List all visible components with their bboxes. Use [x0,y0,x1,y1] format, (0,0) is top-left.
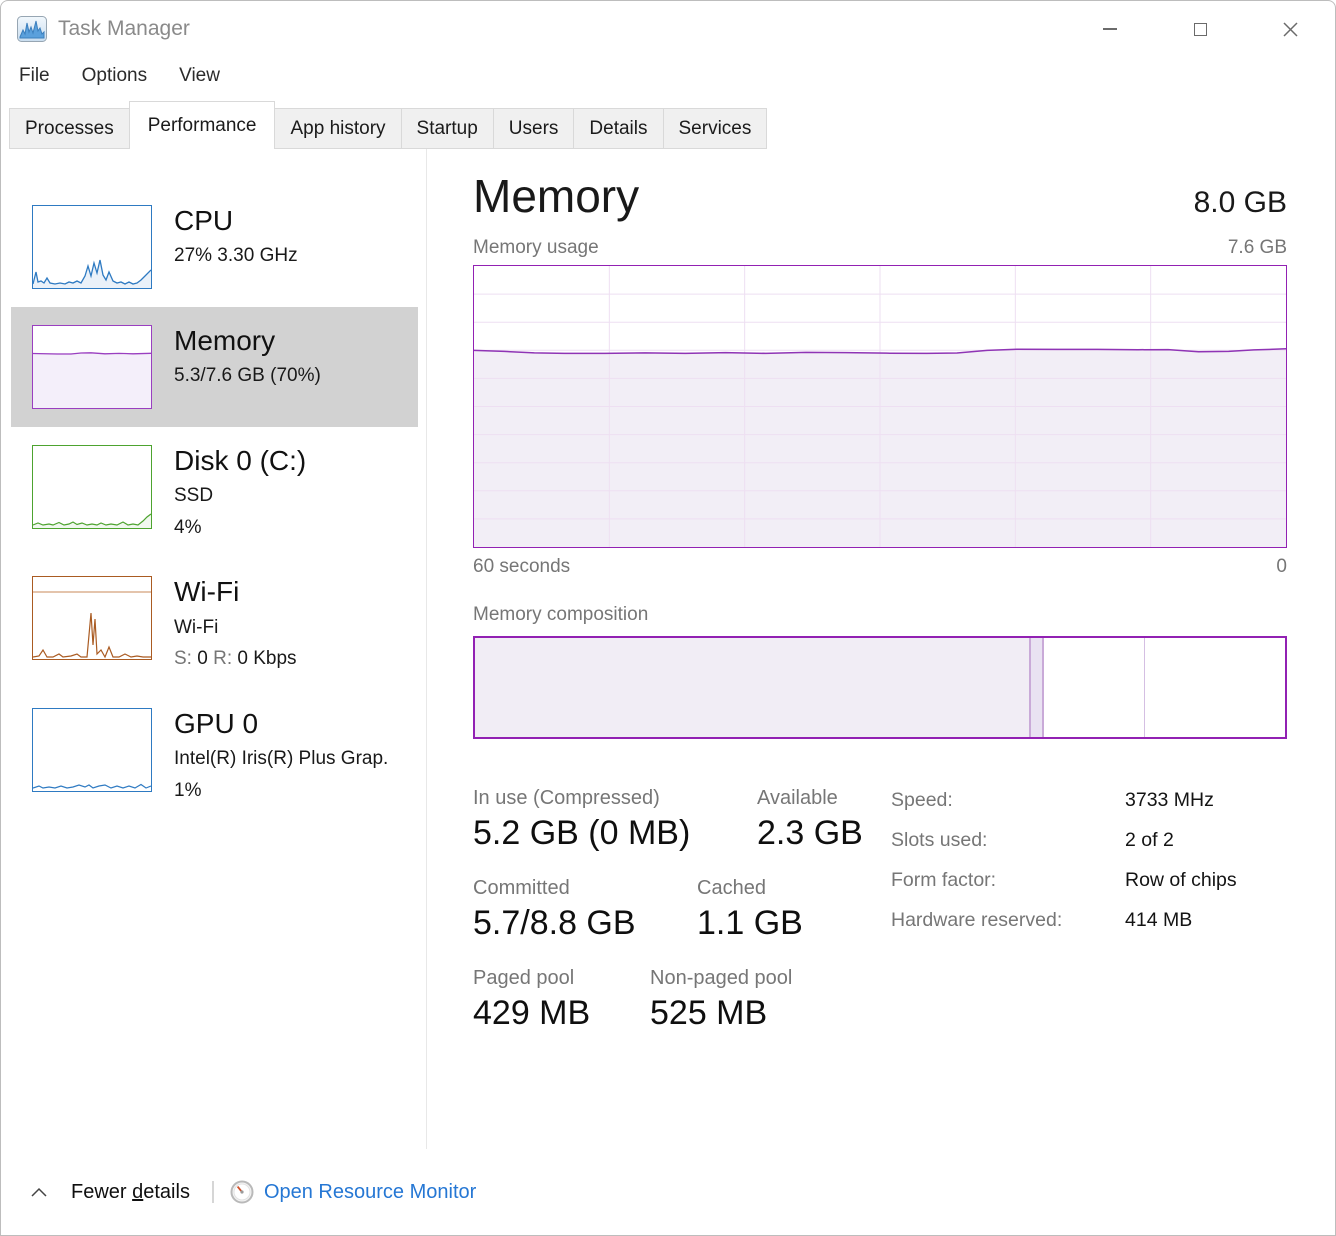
chevron-up-icon [31,1187,47,1197]
resource-monitor-gauge-icon [230,1180,254,1204]
detail-value-form-factor: Row of chips [1125,869,1237,891]
menu-bar: File Options View [1,57,1335,95]
sidebar-wifi-adapter: Wi-Fi [174,616,219,638]
menu-file[interactable]: File [19,65,50,86]
sidebar-gpu-title: GPU 0 [174,707,259,739]
memory-total-capacity: 8.0 GB [1193,186,1287,219]
window-title: Task Manager [58,17,190,40]
tab-services[interactable]: Services [662,108,768,149]
sidebar-gpu-name: Intel(R) Iris(R) Plus Grap. [174,748,389,770]
disk-thumbnail-chart [32,445,152,529]
detail-value-speed: 3733 MHz [1125,789,1214,811]
tab-users[interactable]: Users [492,108,575,149]
sidebar-item-disk[interactable]: Disk 0 (C:) SSD 4% [11,427,418,558]
detail-label-hardware-reserved: Hardware reserved: [891,909,1063,931]
composition-segment-standby [1044,638,1145,737]
task-manager-app-icon [17,16,47,42]
cpu-thumbnail-chart [32,205,152,289]
memory-panel: Memory 8.0 GB Memory usage 7.6 GB [427,149,1335,1149]
sidebar-memory-title: Memory [174,325,276,356]
memory-composition-bar [473,636,1287,739]
maximize-button[interactable] [1155,1,1245,57]
memory-usage-max: 7.6 GB [1227,237,1287,258]
sidebar-cpu-subtitle: 27% 3.30 GHz [174,245,298,267]
performance-sidebar: CPU 27% 3.30 GHz Memory 5.3/7.6 GB (70%) [1,149,427,1149]
footer-separator [211,1181,214,1203]
tab-performance[interactable]: Performance [128,101,276,149]
close-button[interactable] [1245,1,1335,57]
sidebar-memory-subtitle: 5.3/7.6 GB (70%) [174,365,321,387]
menu-options[interactable]: Options [81,65,148,86]
composition-segment-in-use [475,638,1031,737]
memory-usage-label: Memory usage [473,237,599,258]
title-bar: Task Manager [1,1,1335,57]
composition-segment-free [1144,638,1285,737]
detail-label-speed: Speed: [891,789,953,811]
wifi-receive-label: R: [213,648,233,670]
maximize-icon [1193,22,1207,36]
fewer-details-label: Fewer details [71,1180,190,1203]
stat-value-non-paged-pool: 525 MB [650,994,768,1032]
stat-label-cached: Cached [697,877,766,899]
detail-value-hardware-reserved: 414 MB [1125,909,1193,931]
performance-content: CPU 27% 3.30 GHz Memory 5.3/7.6 GB (70%) [1,149,1335,1149]
footer-bar: Fewer details Open Resource Monitor [1,1149,1335,1235]
open-resource-monitor-link[interactable]: Open Resource Monitor [230,1180,476,1204]
page-title: Memory [473,170,640,222]
hardware-details: Speed: 3733 MHz Slots used: 2 of 2 Form … [891,787,1237,1057]
stat-value-in-use: 5.2 GB (0 MB) [473,814,691,852]
sidebar-item-cpu[interactable]: CPU 27% 3.30 GHz [11,187,418,307]
stat-label-in-use: In use (Compressed) [473,787,660,809]
minimize-icon [1103,28,1117,30]
stat-value-committed: 5.7/8.8 GB [473,904,636,942]
open-resource-monitor-label: Open Resource Monitor [263,1180,477,1203]
chart-axis-right-label: 0 [1276,556,1287,577]
stat-label-committed: Committed [473,877,570,899]
memory-thumbnail-chart [32,325,152,409]
stat-value-paged-pool: 429 MB [473,994,591,1032]
memory-stats: In use (Compressed) Available 5.2 GB (0 … [473,787,1287,1057]
sidebar-disk-type: SSD [174,485,214,507]
wifi-thumbnail-chart [32,576,152,661]
minimize-button[interactable] [1065,1,1155,57]
fewer-details-button[interactable]: Fewer details [31,1181,190,1204]
stat-value-cached: 1.1 GB [697,904,803,942]
tab-startup[interactable]: Startup [400,108,494,149]
sidebar-item-gpu[interactable]: GPU 0 Intel(R) Iris(R) Plus Grap. 1% [11,690,418,821]
sidebar-disk-usage: 4% [174,516,202,538]
stat-label-available: Available [757,787,838,809]
tab-bar: Processes Performance App history Startu… [1,95,1335,149]
close-icon [1282,21,1298,37]
sidebar-gpu-usage: 1% [174,779,202,801]
sidebar-item-memory[interactable]: Memory 5.3/7.6 GB (70%) [11,307,418,427]
tab-processes[interactable]: Processes [9,108,130,149]
sidebar-item-wifi[interactable]: Wi-Fi Wi-Fi S: 0 R: 0 Kbps [11,558,418,689]
stat-label-non-paged-pool: Non-paged pool [650,967,793,989]
detail-value-slots-used: 2 of 2 [1125,829,1174,851]
stat-value-available: 2.3 GB [757,814,863,852]
chart-axis-left-label: 60 seconds [473,556,571,577]
memory-composition-label: Memory composition [473,604,649,625]
detail-label-slots-used: Slots used: [891,829,988,851]
tab-app-history[interactable]: App history [274,108,402,149]
sidebar-disk-title: Disk 0 (C:) [174,445,307,476]
wifi-send-label: S: [174,648,192,670]
gpu-thumbnail-chart [32,707,152,792]
window-controls [1065,1,1335,57]
composition-segment-modified [1030,638,1045,737]
wifi-receive-value: 0 Kbps [237,648,297,670]
sidebar-wifi-throughput: S: 0 R: 0 Kbps [174,646,297,672]
memory-usage-chart [473,265,1287,548]
sidebar-cpu-title: CPU [174,205,234,236]
tab-details[interactable]: Details [573,108,664,149]
sidebar-wifi-title: Wi-Fi [174,576,240,608]
wifi-send-value: 0 [197,648,208,670]
detail-label-form-factor: Form factor: [891,869,997,891]
stat-label-paged-pool: Paged pool [473,967,575,989]
menu-view[interactable]: View [179,65,220,86]
